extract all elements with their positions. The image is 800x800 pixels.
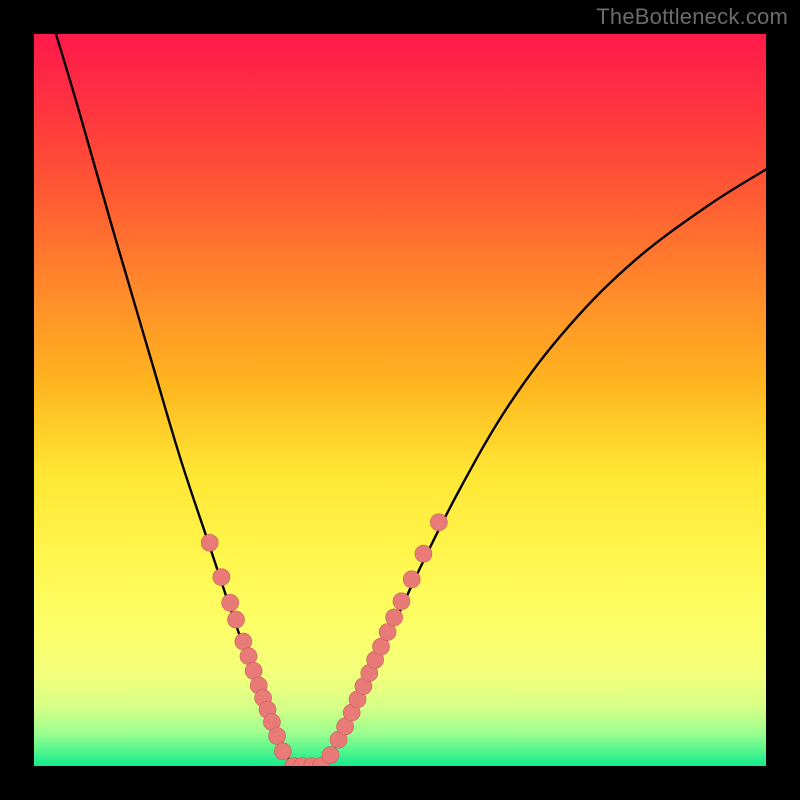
marker-right-13	[415, 545, 432, 562]
marker-left-2	[222, 594, 239, 611]
marker-left-1	[213, 569, 230, 586]
plot-background	[34, 34, 766, 766]
marker-right-14	[430, 514, 447, 531]
marker-left-12	[274, 743, 291, 760]
watermark-text: TheBottleneck.com	[596, 4, 788, 30]
marker-right-10	[386, 609, 403, 626]
marker-right-11	[393, 593, 410, 610]
marker-right-12	[403, 571, 420, 588]
marker-left-3	[228, 611, 245, 628]
chart-container: TheBottleneck.com	[0, 0, 800, 800]
marker-left-0	[201, 534, 218, 551]
bottleneck-chart	[0, 0, 800, 800]
marker-right-0	[322, 747, 339, 764]
marker-left-11	[269, 727, 286, 744]
